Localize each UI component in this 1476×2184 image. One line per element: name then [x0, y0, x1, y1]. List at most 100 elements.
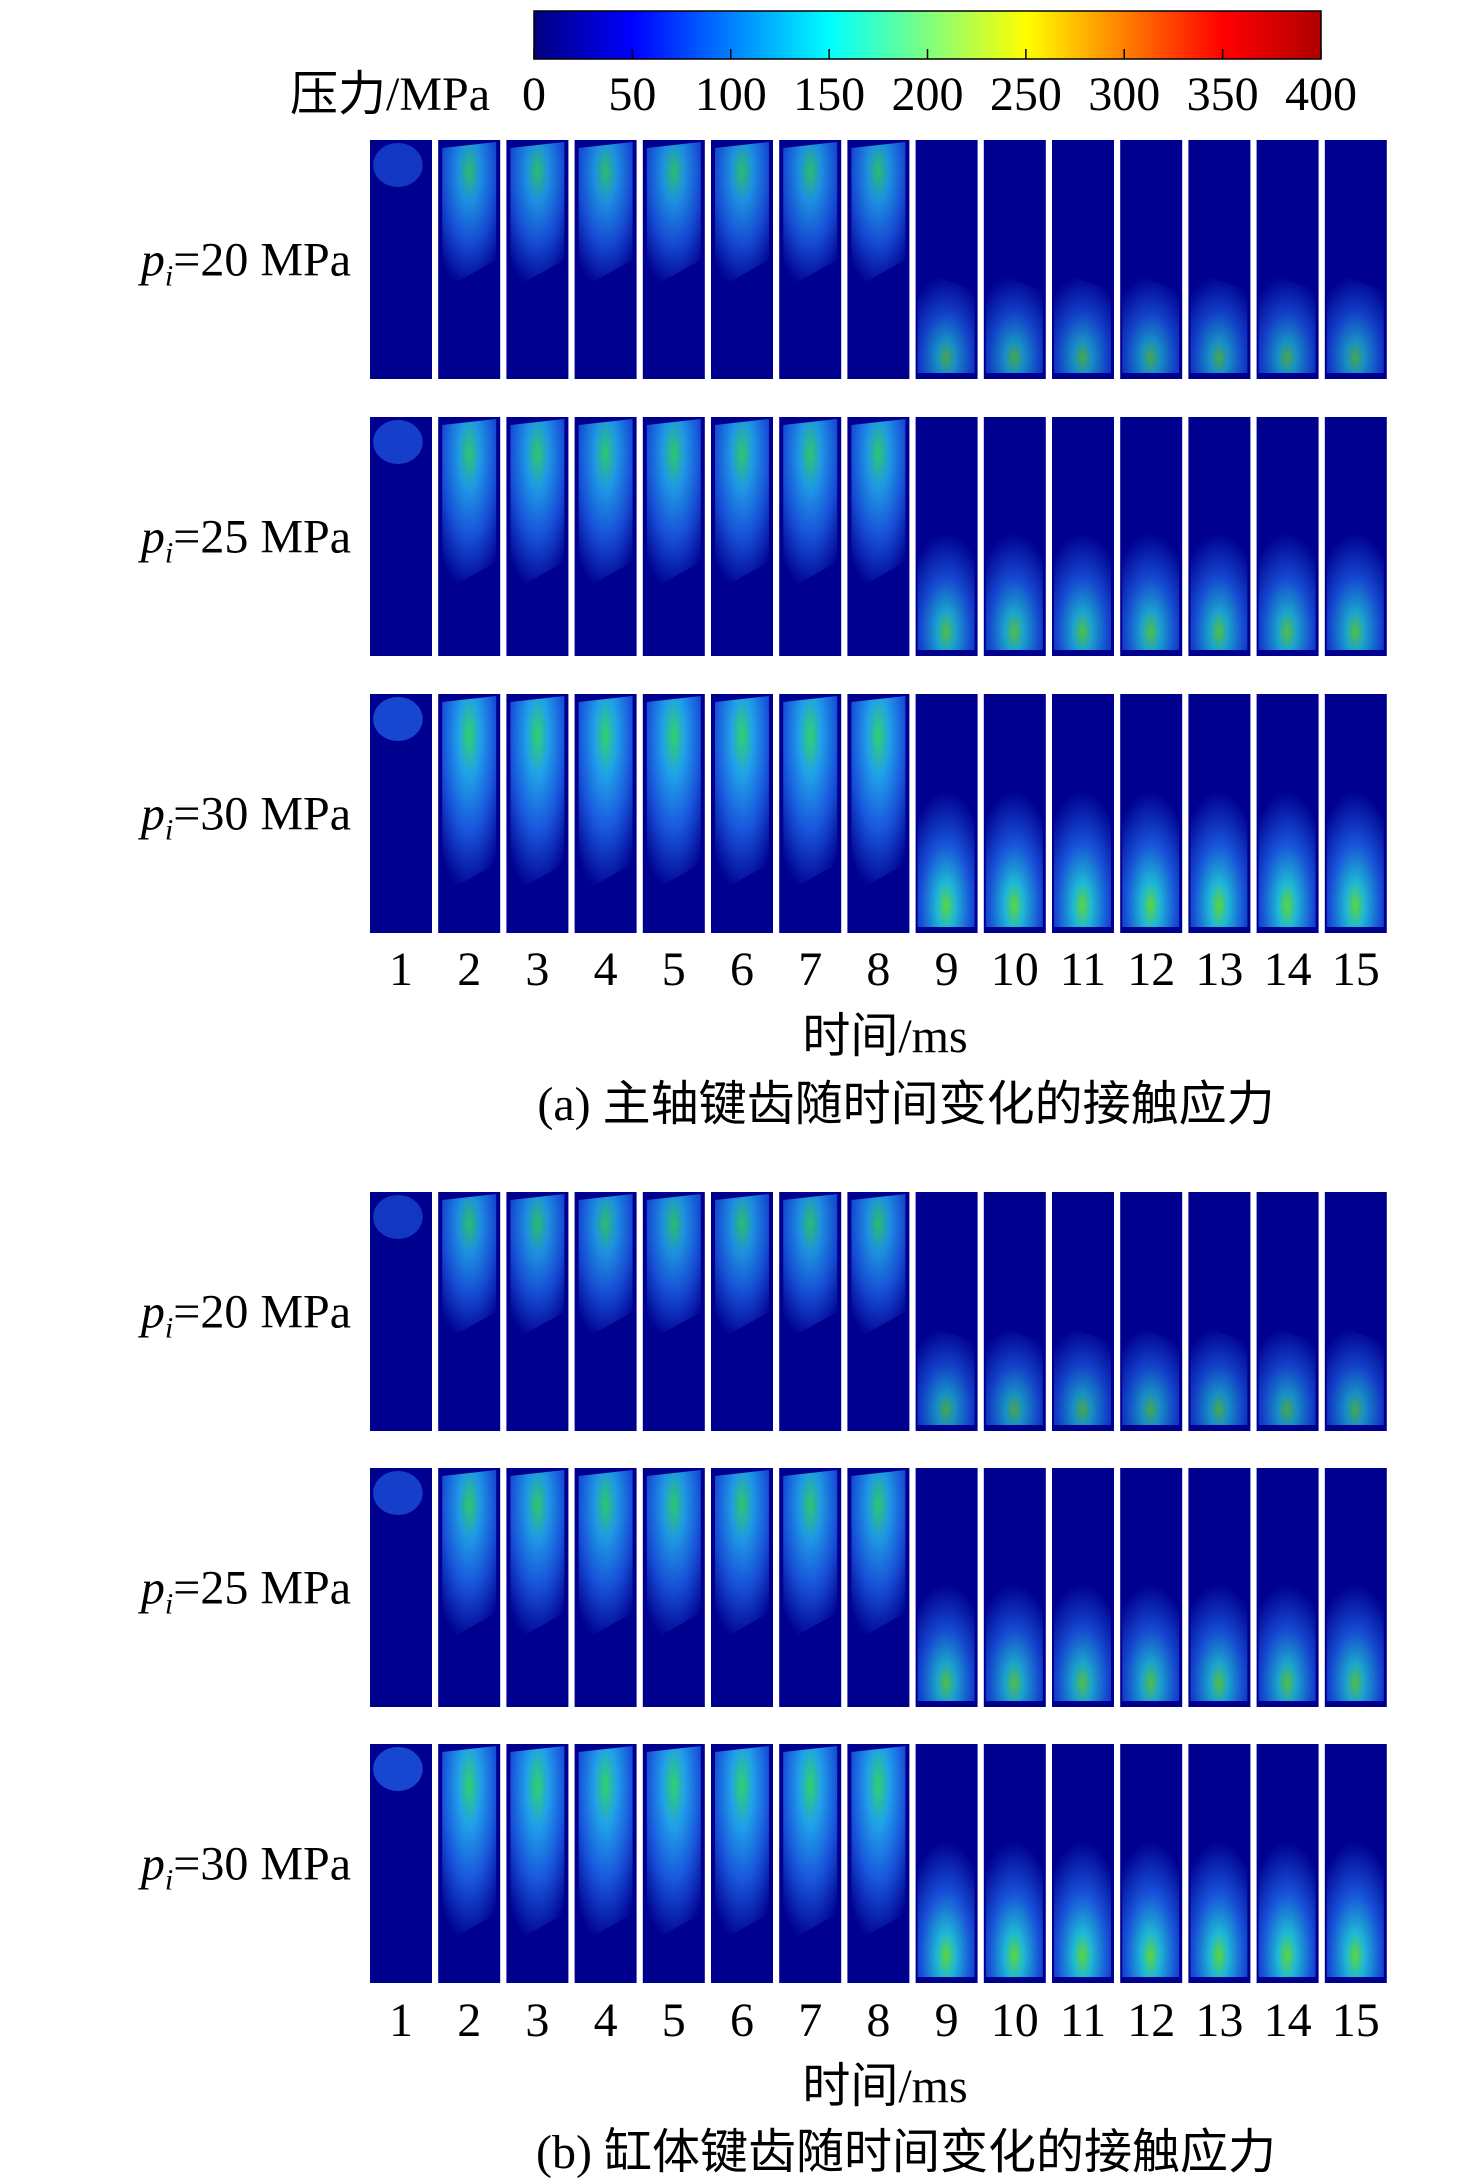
row-label: pi=20 MPa	[138, 234, 351, 293]
heatmap-blob	[1054, 1322, 1111, 1425]
heatmap-blob	[985, 1834, 1043, 1977]
column-label: 1	[389, 1994, 413, 2047]
heatmap-blob	[1326, 784, 1384, 927]
heatmap-blob	[1190, 270, 1248, 373]
column-label: 2	[457, 1994, 481, 2047]
heatmap-blob	[646, 1470, 701, 1643]
heatmap-blob	[373, 143, 423, 187]
row-label-symbol: p	[138, 234, 165, 287]
heatmap-blob	[715, 696, 769, 894]
heatmap-blob	[1122, 270, 1180, 373]
column-label: 11	[1060, 943, 1106, 996]
heatmap-blob	[985, 1578, 1043, 1701]
heatmap-blob	[985, 784, 1043, 927]
colorbar-tick-label: 300	[1088, 68, 1160, 121]
heatmap-blob	[917, 1834, 975, 1977]
heatmap-blob	[578, 419, 633, 592]
heatmap-blob	[783, 696, 838, 894]
heatmap-blob	[510, 1194, 565, 1342]
heatmap-blob	[1190, 527, 1248, 650]
column-label: 8	[866, 943, 890, 996]
heatmap-blob	[578, 696, 633, 894]
heatmap-blob	[442, 142, 497, 290]
heatmap-blob	[1326, 1578, 1384, 1701]
heatmap-blob	[1054, 527, 1111, 650]
column-label: 8	[866, 1994, 890, 2047]
row-label-subscript: i	[165, 537, 173, 570]
column-label: 10	[991, 943, 1039, 996]
heatmap-blob	[646, 1746, 701, 1944]
row-label: pi=25 MPa	[138, 1562, 351, 1621]
heatmap-blob	[1122, 1322, 1180, 1425]
row-label-symbol: p	[138, 788, 165, 841]
heatmap-blob	[646, 142, 701, 290]
colorbar-label: 压力/MPa	[290, 68, 490, 121]
heatmap-blob	[373, 420, 423, 464]
colorbar-tick-label: 0	[522, 68, 546, 121]
row-label-text: =20 MPa	[173, 1286, 351, 1339]
heatmap-blob	[985, 527, 1043, 650]
heatmap-blob	[1054, 1578, 1111, 1701]
heatmap-blob	[442, 1470, 497, 1643]
column-label: 4	[594, 1994, 618, 2047]
row-label: pi=25 MPa	[138, 511, 351, 570]
row-label-symbol: p	[138, 1286, 165, 1339]
heatmap-blob	[917, 784, 975, 927]
heatmap-blob	[510, 696, 565, 894]
heatmap-blob	[715, 1470, 769, 1643]
colorbar-tick-label: 150	[793, 68, 865, 121]
row-label-subscript: i	[165, 814, 173, 847]
heatmap-blob	[510, 142, 565, 290]
heatmap-blob	[578, 1746, 633, 1944]
heatmap-blob	[1122, 527, 1180, 650]
column-label: 15	[1332, 943, 1380, 996]
heatmap-blob	[1326, 1322, 1384, 1425]
row-label-symbol: p	[138, 1562, 165, 1615]
column-label: 1	[389, 943, 413, 996]
column-label: 13	[1195, 1994, 1243, 2047]
heatmap-blob	[1054, 270, 1111, 373]
heatmap-blob	[646, 1194, 701, 1342]
heatmap-blob	[1326, 1834, 1384, 1977]
heatmap-blob	[578, 1470, 633, 1643]
colorbar-tick-label: 200	[892, 68, 964, 121]
column-label: 10	[991, 1994, 1039, 2047]
heatmap-blob	[442, 1194, 497, 1342]
row-label-symbol: p	[138, 1838, 165, 1891]
colorbar-tick-label: 50	[608, 68, 656, 121]
column-label: 12	[1127, 1994, 1175, 2047]
heatmap-blob	[715, 1746, 769, 1944]
heatmap-blob	[1190, 1578, 1248, 1701]
heatmap-blob	[373, 697, 423, 741]
heatmap-blob	[851, 1470, 906, 1643]
row-label-subscript: i	[165, 1312, 173, 1345]
x-axis-label: 时间/ms	[802, 2060, 967, 2113]
x-axis-label: 时间/ms	[802, 1010, 967, 1063]
heatmap-blob	[1326, 270, 1384, 373]
column-label: 7	[798, 943, 822, 996]
heatmap-blob	[851, 1194, 906, 1342]
heatmap-blob	[917, 1322, 975, 1425]
heatmap-blob	[715, 1194, 769, 1342]
column-label: 5	[662, 943, 686, 996]
column-label: 14	[1264, 1994, 1312, 2047]
heatmap-blob	[783, 1194, 838, 1342]
column-label: 5	[662, 1994, 686, 2047]
panel-caption: (b) 缸体键齿随时间变化的接触应力	[536, 2126, 1276, 2179]
heatmap-blob	[510, 1470, 565, 1643]
heatmap-blob	[917, 527, 975, 650]
heatmap-blob	[1258, 1578, 1316, 1701]
heatmap-blob	[1190, 784, 1248, 927]
row-label: pi=30 MPa	[138, 788, 351, 847]
heatmap-blob	[373, 1195, 423, 1239]
heatmap-blob	[442, 419, 497, 592]
heatmap-blob	[646, 696, 701, 894]
column-label: 14	[1264, 943, 1312, 996]
heatmap-blob	[510, 419, 565, 592]
heatmap-blob	[1258, 270, 1316, 373]
heatmap-blob	[646, 419, 701, 592]
heatmap-blob	[715, 419, 769, 592]
heatmap-blob	[917, 270, 975, 373]
heatmap-blob	[851, 419, 906, 592]
